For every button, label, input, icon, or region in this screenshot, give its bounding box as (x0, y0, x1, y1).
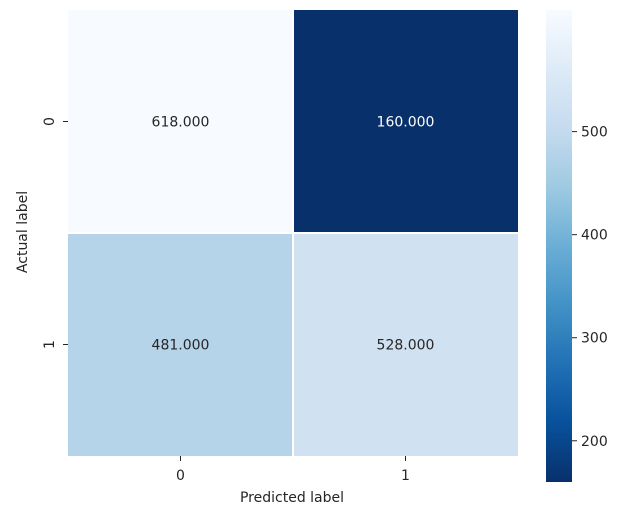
y-tick-label-1: 1 (42, 340, 58, 349)
colorbar-tick-label-2: 400 (581, 228, 608, 244)
heatmap-cell-1-1 (294, 234, 518, 456)
colorbar: 200 300 400 500 (546, 10, 608, 482)
heatmap-axes: 0 1 0 1 (42, 117, 410, 484)
colorbar-tick-label-1: 300 (581, 331, 608, 347)
x-tick-label-1: 1 (401, 468, 410, 484)
heatmap-cells (68, 10, 518, 456)
x-tick-label-0: 0 (176, 468, 185, 484)
colorbar-tick-label-3: 500 (581, 125, 608, 141)
y-tick-label-0: 0 (42, 117, 58, 126)
colorbar-gradient (546, 10, 572, 482)
heatmap-cell-0-0 (68, 10, 292, 232)
heatmap-cell-1-0 (68, 234, 292, 456)
cell-value-1-0: 481.000 (152, 338, 210, 354)
heatmap-cell-0-1 (294, 10, 518, 232)
cell-value-0-0: 618.000 (152, 115, 210, 131)
y-axis-label: Actual label (15, 191, 31, 273)
x-axis-label: Predicted label (240, 490, 344, 506)
colorbar-tick-label-0: 200 (581, 434, 608, 450)
cell-value-1-1: 528.000 (377, 338, 435, 354)
cell-value-0-1: 160.000 (377, 115, 435, 131)
heatmap-cell-values: 618.000 160.000 481.000 528.000 (152, 115, 435, 354)
colorbar-ticks: 200 300 400 500 (572, 125, 608, 450)
